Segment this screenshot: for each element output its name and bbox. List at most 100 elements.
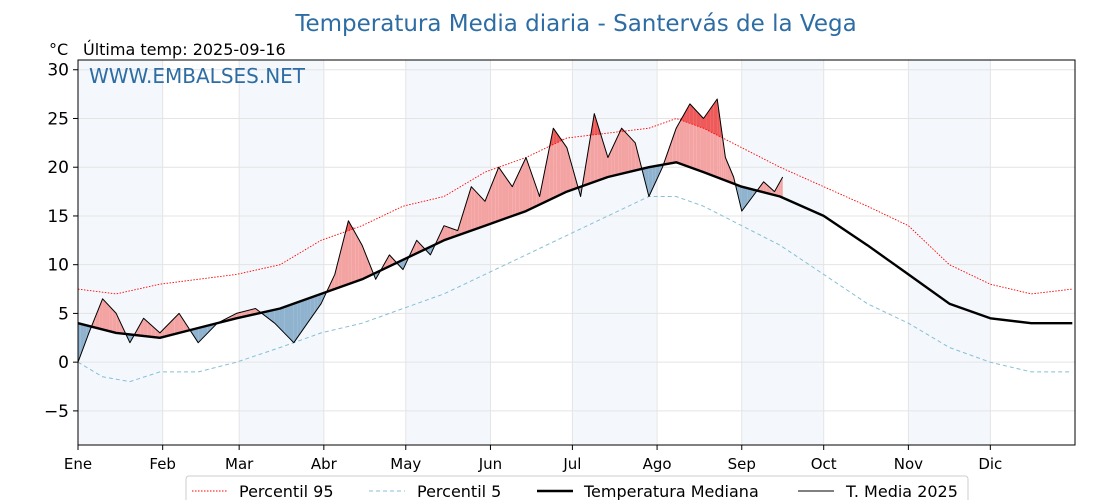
fill-above-median: [467, 186, 472, 232]
fill-below-median: [297, 301, 301, 338]
fill-above-median: [515, 172, 520, 215]
x-tick-label: Mar: [225, 455, 254, 473]
fill-above-median: [179, 313, 184, 333]
x-tick-label: Oct: [811, 455, 837, 473]
fill-above-median: [725, 157, 728, 182]
fill-below-median: [284, 305, 290, 338]
fill-above-median: [512, 179, 516, 216]
fill-above-median: [147, 321, 152, 337]
fill-below-median: [307, 297, 311, 324]
fill-below-median: [744, 187, 748, 208]
series-lines: [77, 98, 1073, 383]
fill-above-median: [119, 320, 124, 334]
fill-below-median: [279, 307, 285, 333]
plot-frame: [77, 59, 1076, 446]
fill-above-median: [624, 131, 629, 173]
month-shading: [78, 60, 991, 445]
fill-above-median: [112, 309, 117, 333]
fill-above-p95: [713, 98, 718, 136]
fill-above-p95: [683, 109, 687, 123]
fill-above-median: [635, 142, 639, 171]
fill-above-median: [331, 274, 335, 291]
y-tick-label: 20: [47, 158, 69, 178]
x-axis-ticks: Ene Feb Mar Abr May Jun Jul Ago Sep Oct Nov Dic: [64, 445, 1002, 473]
fill-above-median: [727, 162, 730, 183]
fill-below-median: [202, 325, 208, 338]
fill-above-median: [155, 329, 160, 338]
x-tick-label: Dic: [978, 455, 1002, 473]
legend-label-median: Temperatura Mediana: [583, 482, 759, 500]
legend-label-p95: Percentil 95: [239, 482, 334, 500]
fill-below-median: [293, 302, 298, 343]
fill-above-median: [628, 135, 632, 173]
fill-below-median: [645, 167, 649, 197]
fill-below-median: [274, 308, 280, 329]
fill-above-median: [778, 180, 781, 197]
fill-above-median: [159, 328, 165, 338]
fill-above-median: [116, 313, 120, 334]
fill-above-median: [461, 208, 465, 235]
fill-below-median: [300, 300, 305, 333]
fill-above-median: [444, 225, 448, 241]
fill-below-median: [655, 165, 660, 182]
fill-above-p95: [546, 145, 550, 148]
fill-below-median: [739, 185, 742, 212]
fill-above-median: [140, 318, 144, 336]
fill-above-median: [488, 184, 492, 225]
chart-title: Temperatura Media diaria - Santervás de …: [294, 11, 856, 37]
fill-above-median: [560, 137, 564, 195]
fill-above-median: [700, 114, 704, 173]
legend-box: [185, 475, 969, 500]
fill-above-median: [679, 116, 684, 165]
fill-above-median: [731, 172, 734, 184]
fill-above-median: [334, 261, 339, 290]
fill-above-median: [143, 318, 148, 337]
fill-above-median: [508, 181, 513, 218]
fill-below-median: [310, 296, 315, 319]
fill-above-median: [570, 159, 574, 191]
month-shade: [239, 60, 324, 445]
fill-above-median: [498, 167, 503, 221]
fill-above-median: [669, 137, 673, 164]
x-tick-label: Ene: [64, 455, 92, 473]
fill-above-median: [183, 320, 189, 332]
legend-label-2025: T. Media 2025: [845, 482, 958, 500]
fill-above-median: [529, 167, 533, 210]
fill-above-median: [481, 197, 485, 227]
fill-above-median: [164, 323, 170, 337]
fill-above-p95: [587, 134, 591, 136]
fill-above-median: [543, 162, 547, 203]
fill-above-median: [522, 157, 526, 213]
fill-above-median: [358, 239, 363, 281]
month-shade: [908, 60, 991, 445]
fill-above-median: [607, 150, 612, 177]
y-tick-label: −5: [44, 402, 69, 422]
fill-above-median: [760, 181, 764, 193]
fill-above-median: [385, 254, 390, 268]
fill-below-median: [747, 188, 750, 204]
x-tick-label: Jun: [478, 455, 502, 473]
fill-above-median: [174, 313, 180, 335]
x-tick-label: Ago: [643, 455, 672, 473]
fill-above-median: [491, 175, 496, 224]
fill-above-median: [774, 187, 777, 196]
fill-above-median: [345, 220, 349, 286]
fill-above-median: [763, 181, 767, 193]
fill-above-p95: [594, 113, 598, 135]
fill-above-median: [505, 176, 509, 219]
fill-above-median: [621, 128, 625, 174]
fill-above-median: [519, 164, 523, 214]
fill-above-median: [631, 139, 636, 172]
y-tick-label: 15: [47, 207, 69, 227]
fill-above-median: [536, 186, 540, 207]
month-shade: [78, 60, 163, 445]
fill-above-p95: [689, 103, 694, 125]
fill-above-median: [413, 240, 417, 255]
fill-above-median: [780, 176, 783, 198]
fill-above-median: [618, 128, 622, 175]
fill-below-median: [80, 323, 84, 355]
fill-above-median: [478, 194, 482, 229]
fill-below-median: [314, 295, 318, 314]
fill-above-median: [495, 167, 499, 223]
fill-above-median: [450, 228, 455, 238]
